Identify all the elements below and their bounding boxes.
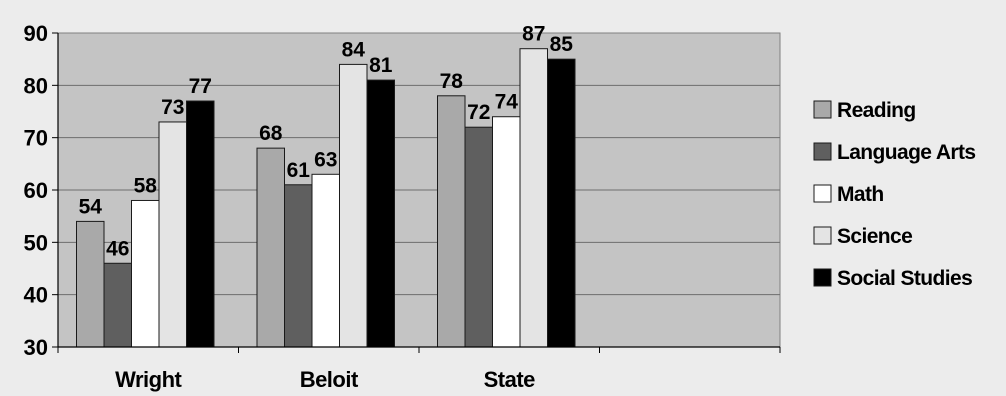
x-tick-label: Beloit bbox=[300, 367, 359, 392]
bar-language-arts-state bbox=[464, 126, 493, 348]
bar-reading-state bbox=[437, 95, 466, 348]
data-label: 77 bbox=[189, 75, 212, 98]
y-tick-label: 40 bbox=[24, 283, 48, 308]
legend-swatch bbox=[813, 184, 832, 203]
bar-science-wright bbox=[158, 121, 187, 348]
data-label: 61 bbox=[287, 159, 311, 182]
legend-swatch bbox=[813, 268, 832, 287]
legend-label: Science bbox=[837, 225, 912, 248]
bar-language-arts-wright bbox=[103, 262, 132, 348]
bar-social-studies-beloit bbox=[366, 79, 395, 348]
bar-social-studies-state bbox=[547, 58, 576, 348]
x-tick-label: State bbox=[484, 367, 536, 392]
bar-science-beloit bbox=[339, 63, 368, 348]
data-label: 68 bbox=[259, 122, 283, 145]
data-label: 54 bbox=[79, 195, 103, 218]
data-label: 63 bbox=[314, 148, 337, 171]
data-label: 46 bbox=[106, 237, 129, 260]
data-label: 74 bbox=[495, 91, 519, 114]
x-tick-label: Wright bbox=[115, 367, 182, 392]
legend: Reading Language Arts Math Science Social St… bbox=[813, 99, 976, 290]
bar-math-beloit bbox=[311, 173, 340, 348]
y-tick-label: 80 bbox=[24, 73, 48, 98]
legend-swatch bbox=[813, 100, 832, 119]
y-tick-label: 50 bbox=[24, 230, 48, 255]
y-tick-label: 30 bbox=[24, 335, 48, 360]
legend-label: Math bbox=[837, 183, 884, 206]
legend-label: Reading bbox=[837, 99, 916, 122]
data-label: 87 bbox=[522, 23, 545, 46]
data-label: 78 bbox=[440, 70, 464, 93]
legend-swatch bbox=[813, 226, 832, 245]
bar-language-arts-beloit bbox=[284, 184, 313, 348]
bar-reading-wright bbox=[76, 220, 105, 348]
legend-label: Language Arts bbox=[837, 141, 975, 164]
data-label: 72 bbox=[467, 101, 490, 124]
data-label: 58 bbox=[134, 174, 158, 197]
data-label: 81 bbox=[369, 54, 393, 77]
bar-social-studies-wright bbox=[186, 100, 215, 348]
data-label: 85 bbox=[550, 33, 574, 56]
bar-math-state bbox=[492, 116, 521, 348]
bar-math-wright bbox=[131, 199, 160, 348]
legend-label: Social Studies bbox=[837, 267, 972, 290]
y-axis: 30 40 50 60 70 80 90 bbox=[24, 21, 58, 360]
y-tick-label: 60 bbox=[24, 178, 48, 203]
y-tick-label: 70 bbox=[24, 126, 48, 151]
data-label: 73 bbox=[161, 96, 184, 119]
x-axis: Wright Beloit State bbox=[57, 33, 781, 392]
bar-reading-beloit bbox=[256, 147, 285, 348]
data-label: 84 bbox=[342, 38, 366, 61]
bar-science-state bbox=[519, 48, 548, 348]
y-tick-label: 90 bbox=[24, 21, 48, 46]
legend-swatch bbox=[813, 142, 832, 161]
bars bbox=[76, 48, 576, 348]
